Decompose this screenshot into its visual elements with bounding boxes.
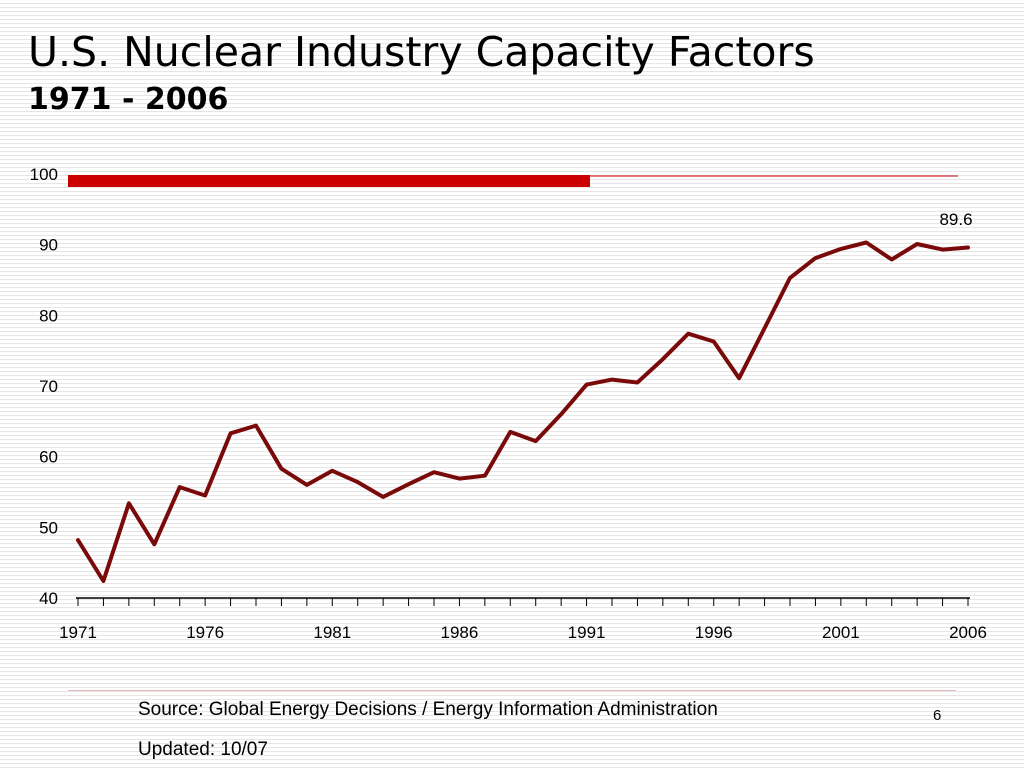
- slide-title: U.S. Nuclear Industry Capacity Factors: [28, 28, 815, 76]
- data-point: [381, 495, 385, 499]
- source-note: Source: Global Energy Decisions / Energy…: [138, 699, 718, 720]
- data-point: [864, 241, 868, 245]
- y-tick-label: 80: [39, 306, 58, 325]
- data-point: [661, 357, 665, 361]
- chart-axes: 40 50 60 70 80 90 100 1971 1976 1981 1986 1991 1996 2…: [30, 165, 987, 642]
- data-point: [839, 247, 843, 251]
- data-point: [407, 482, 411, 486]
- data-point: [76, 538, 80, 542]
- data-point: [330, 469, 334, 473]
- accent-bar: [68, 175, 590, 187]
- data-point: [890, 258, 894, 262]
- data-point: [178, 485, 182, 489]
- y-tick-label: 60: [39, 448, 58, 467]
- data-point: [432, 470, 436, 474]
- y-tick-label: 40: [39, 589, 58, 608]
- slide-subtitle: 1971 - 2006: [28, 82, 229, 117]
- data-point: [203, 494, 207, 498]
- data-point: [610, 378, 614, 382]
- data-point: [966, 245, 970, 249]
- x-tick-label: 1991: [568, 623, 606, 642]
- data-point: [101, 579, 105, 583]
- x-tick-label: 2001: [822, 623, 860, 642]
- data-point: [941, 248, 945, 252]
- data-point: [915, 242, 919, 246]
- data-point: [152, 542, 156, 546]
- data-point: [585, 383, 589, 387]
- data-point: [712, 339, 716, 343]
- y-tick-label: 50: [39, 518, 58, 537]
- x-tick-label: 1996: [695, 623, 733, 642]
- series-line: [76, 240, 970, 583]
- y-tick-label: 90: [39, 236, 58, 255]
- data-point: [737, 376, 741, 380]
- data-point: [559, 412, 563, 416]
- data-point: [534, 439, 538, 443]
- data-point: [457, 477, 461, 481]
- updated-note: Updated: 10/07: [138, 739, 268, 760]
- data-point: [229, 431, 233, 435]
- footer-divider: [68, 690, 956, 691]
- y-tick-label: 70: [39, 377, 58, 396]
- data-point: [635, 380, 639, 384]
- data-point: [127, 501, 131, 505]
- data-point: [763, 326, 767, 330]
- page-number: 6: [933, 707, 942, 724]
- data-point: [254, 424, 258, 428]
- data-point: [483, 474, 487, 478]
- x-tick-label: 2006: [949, 623, 987, 642]
- chart-marks: 89.6: [76, 210, 973, 583]
- data-point: [686, 332, 690, 336]
- y-tick-label: 100: [30, 165, 58, 184]
- data-point: [279, 467, 283, 471]
- data-point: [305, 483, 309, 487]
- x-tick-label: 1976: [186, 623, 224, 642]
- x-tick-label: 1971: [59, 623, 97, 642]
- data-point: [508, 430, 512, 434]
- data-point: [788, 276, 792, 280]
- data-point: [356, 480, 360, 484]
- data-point: [813, 256, 817, 260]
- x-tick-label: 1981: [313, 623, 351, 642]
- data-label: 89.6: [939, 210, 972, 229]
- x-tick-label: 1986: [441, 623, 479, 642]
